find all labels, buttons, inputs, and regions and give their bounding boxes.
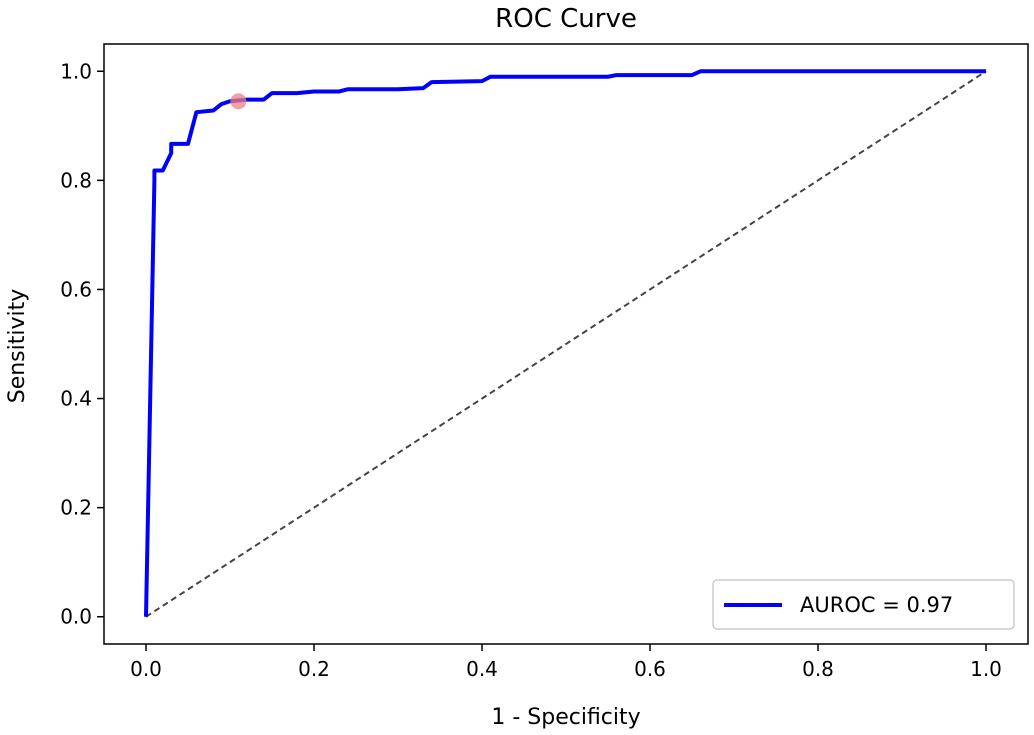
y-tick-label: 1.0 bbox=[60, 59, 92, 83]
legend: AUROC = 0.97 bbox=[712, 579, 1015, 630]
plot-area bbox=[144, 69, 987, 618]
legend-label: AUROC = 0.97 bbox=[800, 593, 953, 617]
x-tick-label: 0.6 bbox=[634, 657, 666, 681]
x-tick-label: 0.0 bbox=[130, 657, 162, 681]
y-tick-label: 0.2 bbox=[60, 496, 92, 520]
y-tick-label: 0.6 bbox=[60, 277, 92, 301]
operating-point-marker bbox=[230, 93, 247, 110]
legend-box bbox=[712, 579, 1015, 630]
roc-curve-line bbox=[144, 69, 986, 617]
x-tick-label: 1.0 bbox=[970, 657, 1002, 681]
axis-ticks: 0.0 0.2 0.4 0.6 0.8 1.0 0.0 0.2 0.4 0.6 0.8 1.0 bbox=[60, 59, 1002, 681]
x-axis-label: 1 - Specificity bbox=[491, 705, 640, 730]
y-tick-label: 0.0 bbox=[60, 605, 92, 629]
x-tick-label: 0.2 bbox=[298, 657, 330, 681]
y-tick-label: 0.4 bbox=[60, 387, 92, 411]
y-axis-label: Sensitivity bbox=[5, 289, 30, 404]
reference-diagonal-line bbox=[145, 70, 987, 618]
plot-frame bbox=[103, 43, 1029, 645]
chart-title: ROC Curve bbox=[495, 4, 637, 34]
x-tick-label: 0.4 bbox=[466, 657, 498, 681]
y-tick-label: 0.8 bbox=[60, 168, 92, 192]
x-tick-label: 0.8 bbox=[802, 657, 834, 681]
